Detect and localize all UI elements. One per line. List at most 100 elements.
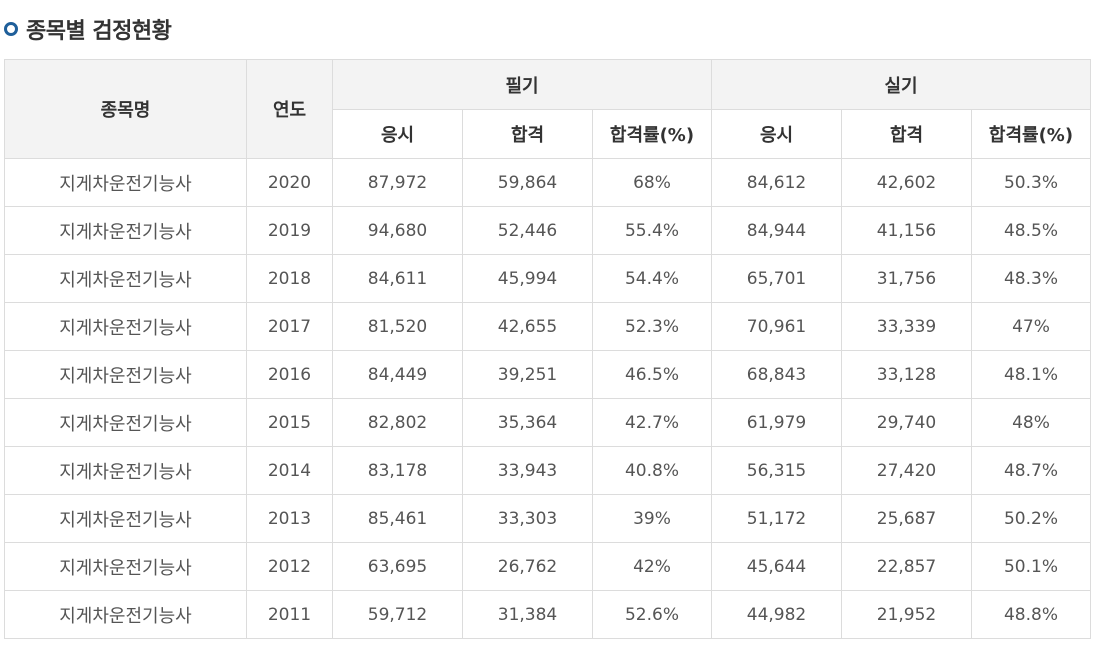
cell-practical-passed: 22,857: [841, 542, 972, 591]
cell-year: 2017: [246, 302, 333, 351]
cell-written-rate: 52.6%: [592, 590, 712, 639]
header-year: 연도: [246, 59, 333, 159]
cell-written-passed: 33,303: [462, 494, 593, 543]
cell-name: 지게차운전기능사: [4, 542, 247, 591]
header-written: 필기: [332, 59, 712, 110]
cell-practical-applicants: 84,944: [711, 206, 842, 255]
table-row: 지게차운전기능사 2014 83,178 33,943 40.8% 56,315…: [4, 446, 1091, 495]
cell-written-passed: 33,943: [462, 446, 593, 495]
cell-practical-passed: 21,952: [841, 590, 972, 639]
cell-practical-rate: 50.3%: [971, 158, 1091, 207]
cell-practical-rate: 50.2%: [971, 494, 1091, 543]
cell-year: 2012: [246, 542, 333, 591]
header-practical-passed: 합격: [841, 109, 972, 159]
cell-practical-applicants: 68,843: [711, 350, 842, 399]
table-row: 지게차운전기능사 2011 59,712 31,384 52.6% 44,982…: [4, 590, 1091, 639]
header-row-sub: 응시 합격 합격률(%) 응시 합격 합격률(%): [5, 109, 1091, 159]
cell-written-passed: 26,762: [462, 542, 593, 591]
cell-practical-applicants: 65,701: [711, 254, 842, 303]
table-header: 종목명 연도 필기 실기 응시 합격 합격률(%) 응시 합격 합격률(%): [4, 59, 1091, 159]
table-row: 지게차운전기능사 2015 82,802 35,364 42.7% 61,979…: [4, 398, 1091, 447]
table-row: 지게차운전기능사 2018 84,611 45,994 54.4% 65,701…: [4, 254, 1091, 303]
cell-written-applicants: 84,611: [332, 254, 463, 303]
cell-written-applicants: 94,680: [332, 206, 463, 255]
cell-written-passed: 35,364: [462, 398, 593, 447]
cell-written-rate: 40.8%: [592, 446, 712, 495]
header-practical-rate: 합격률(%): [971, 109, 1091, 159]
cell-practical-rate: 47%: [971, 302, 1091, 351]
cell-practical-rate: 50.1%: [971, 542, 1091, 591]
cell-practical-applicants: 44,982: [711, 590, 842, 639]
cell-practical-passed: 41,156: [841, 206, 972, 255]
cell-written-rate: 54.4%: [592, 254, 712, 303]
cell-written-applicants: 81,520: [332, 302, 463, 351]
cell-written-passed: 59,864: [462, 158, 593, 207]
cell-name: 지게차운전기능사: [4, 206, 247, 255]
cell-written-rate: 46.5%: [592, 350, 712, 399]
cell-practical-passed: 29,740: [841, 398, 972, 447]
cell-practical-rate: 48.8%: [971, 590, 1091, 639]
table-body: 지게차운전기능사 2020 87,972 59,864 68% 84,612 4…: [4, 158, 1091, 639]
cell-practical-rate: 48.5%: [971, 206, 1091, 255]
header-practical: 실기: [711, 59, 1091, 110]
cell-name: 지게차운전기능사: [4, 398, 247, 447]
cell-practical-passed: 27,420: [841, 446, 972, 495]
cell-written-applicants: 82,802: [332, 398, 463, 447]
cell-practical-passed: 42,602: [841, 158, 972, 207]
cell-written-passed: 39,251: [462, 350, 593, 399]
cell-practical-passed: 33,339: [841, 302, 972, 351]
cell-written-rate: 55.4%: [592, 206, 712, 255]
table-row: 지게차운전기능사 2016 84,449 39,251 46.5% 68,843…: [4, 350, 1091, 399]
header-written-rate: 합격률(%): [592, 109, 712, 159]
cell-written-applicants: 59,712: [332, 590, 463, 639]
table-row: 지게차운전기능사 2020 87,972 59,864 68% 84,612 4…: [4, 158, 1091, 207]
table-row: 지게차운전기능사 2012 63,695 26,762 42% 45,644 2…: [4, 542, 1091, 591]
cell-name: 지게차운전기능사: [4, 590, 247, 639]
header-name: 종목명: [4, 59, 247, 159]
cell-name: 지게차운전기능사: [4, 302, 247, 351]
header-written-passed: 합격: [462, 109, 593, 159]
cell-practical-applicants: 84,612: [711, 158, 842, 207]
cell-written-rate: 39%: [592, 494, 712, 543]
cell-year: 2015: [246, 398, 333, 447]
cell-year: 2018: [246, 254, 333, 303]
cell-year: 2020: [246, 158, 333, 207]
cell-name: 지게차운전기능사: [4, 158, 247, 207]
cell-written-applicants: 85,461: [332, 494, 463, 543]
cell-year: 2014: [246, 446, 333, 495]
cell-written-applicants: 83,178: [332, 446, 463, 495]
cell-written-applicants: 87,972: [332, 158, 463, 207]
cell-practical-rate: 48.1%: [971, 350, 1091, 399]
table-row: 지게차운전기능사 2017 81,520 42,655 52.3% 70,961…: [4, 302, 1091, 351]
cell-practical-applicants: 56,315: [711, 446, 842, 495]
section-title-text: 종목별 검정현황: [26, 19, 172, 44]
cell-year: 2019: [246, 206, 333, 255]
exam-stats-table: 종목명 연도 필기 실기 응시 합격 합격률(%) 응시 합격 합격률(%) 지…: [4, 59, 1091, 639]
cell-practical-rate: 48.3%: [971, 254, 1091, 303]
cell-year: 2011: [246, 590, 333, 639]
header-row-top: 종목명 연도 필기 실기: [4, 59, 1091, 159]
cell-practical-applicants: 51,172: [711, 494, 842, 543]
section-title: 종목별 검정현황: [4, 12, 172, 46]
cell-name: 지게차운전기능사: [4, 494, 247, 543]
cell-written-passed: 52,446: [462, 206, 593, 255]
cell-written-passed: 45,994: [462, 254, 593, 303]
cell-practical-rate: 48.7%: [971, 446, 1091, 495]
cell-written-rate: 68%: [592, 158, 712, 207]
cell-written-rate: 42%: [592, 542, 712, 591]
cell-written-passed: 42,655: [462, 302, 593, 351]
cell-name: 지게차운전기능사: [4, 446, 247, 495]
cell-written-rate: 42.7%: [592, 398, 712, 447]
cell-practical-passed: 31,756: [841, 254, 972, 303]
cell-practical-passed: 33,128: [841, 350, 972, 399]
cell-written-rate: 52.3%: [592, 302, 712, 351]
table-row: 지게차운전기능사 2013 85,461 33,303 39% 51,172 2…: [4, 494, 1091, 543]
cell-written-applicants: 63,695: [332, 542, 463, 591]
header-practical-applicants: 응시: [711, 109, 842, 159]
cell-name: 지게차운전기능사: [4, 350, 247, 399]
cell-practical-applicants: 70,961: [711, 302, 842, 351]
cell-practical-applicants: 45,644: [711, 542, 842, 591]
table-row: 지게차운전기능사 2019 94,680 52,446 55.4% 84,944…: [4, 206, 1091, 255]
cell-name: 지게차운전기능사: [4, 254, 247, 303]
cell-practical-applicants: 61,979: [711, 398, 842, 447]
